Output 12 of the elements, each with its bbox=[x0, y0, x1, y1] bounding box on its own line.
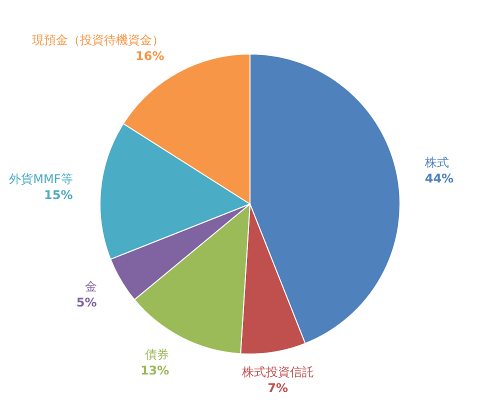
slice-label: 株式 bbox=[424, 156, 449, 170]
data-label: 13% bbox=[140, 364, 170, 378]
data-label: 44% bbox=[424, 172, 454, 186]
data-label: 7% bbox=[268, 380, 288, 395]
data-label: 5% bbox=[76, 296, 97, 310]
slice-label: 外貨MMF等 bbox=[9, 172, 73, 186]
slice-label: 債券 bbox=[145, 348, 170, 362]
slice-label: 金 bbox=[84, 280, 97, 294]
data-label: 16% bbox=[136, 49, 164, 64]
slice-label: 株式投資信託 bbox=[240, 364, 314, 379]
slice-label: 現預金（投資待機資金） bbox=[32, 33, 164, 48]
data-label: 15% bbox=[44, 188, 73, 202]
